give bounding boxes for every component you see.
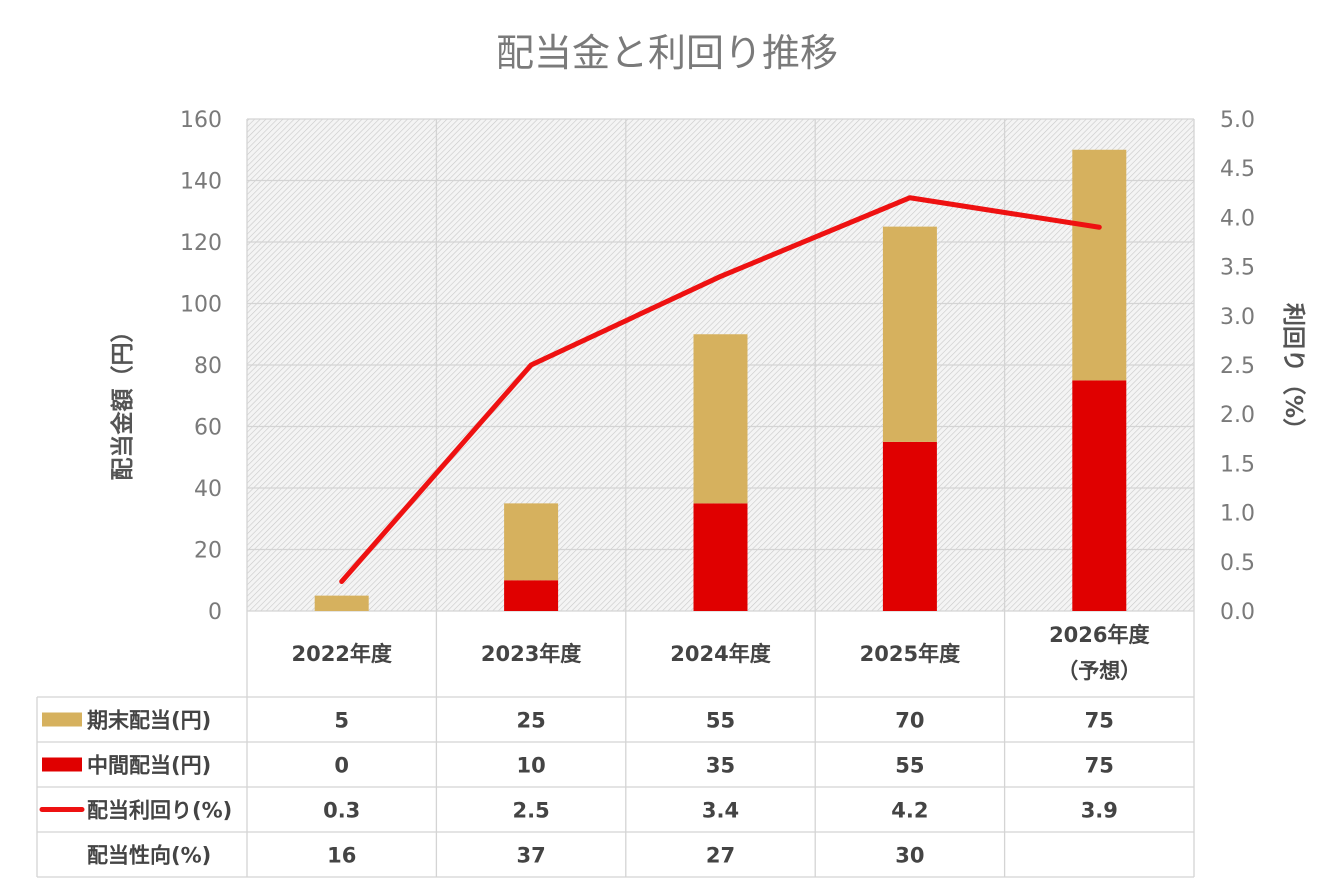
y-left-tick-label: 60 — [194, 416, 222, 441]
table-cell: 25 — [516, 709, 545, 733]
bar-chukan — [504, 580, 559, 611]
bar-kimatsu — [1072, 149, 1127, 381]
table-row-label: 中間配当(円) — [87, 754, 211, 778]
table-cell: 30 — [895, 844, 924, 868]
table-cell: 0 — [334, 754, 349, 778]
y-right-tick-label: 1.0 — [1220, 502, 1255, 527]
y-left-tick-label: 160 — [180, 108, 222, 133]
category-note: （予想） — [1057, 659, 1141, 683]
bar-kimatsu — [504, 503, 559, 581]
table-cell: 75 — [1085, 709, 1114, 733]
table-cell: 27 — [706, 844, 735, 868]
y-right-tick-label: 0.0 — [1220, 600, 1255, 625]
bar-kimatsu — [314, 595, 369, 611]
y-left-tick-label: 0 — [208, 600, 222, 625]
table-cell: 75 — [1085, 754, 1114, 778]
y-left-tick-label: 140 — [180, 170, 222, 195]
category-label: 2026年度 — [1049, 623, 1149, 647]
table-cell: 55 — [706, 709, 735, 733]
line-yield — [339, 195, 1102, 584]
y-right-tick-label: 1.5 — [1220, 452, 1255, 477]
y-right-tick-label: 4.5 — [1220, 157, 1255, 182]
category-label: 2023年度 — [481, 642, 581, 666]
table-cell: 70 — [895, 709, 924, 733]
category-label: 2024年度 — [670, 642, 770, 666]
bar-chukan — [1072, 380, 1127, 611]
table-cell: 3.4 — [702, 799, 739, 823]
y-left-tick-label: 40 — [194, 477, 222, 502]
table-cell: 37 — [516, 844, 545, 868]
table-cell: 55 — [895, 754, 924, 778]
y-left-tick-label: 80 — [194, 354, 222, 379]
table-row-label: 配当利回り(%) — [87, 799, 232, 823]
bar-chukan — [693, 503, 748, 611]
y-right-tick-label: 3.5 — [1220, 256, 1255, 281]
y-left-axis-label: 配当金額（円） — [109, 320, 136, 481]
bar-chukan — [882, 441, 937, 611]
y-right-tick-label: 5.0 — [1220, 108, 1255, 133]
table-cell: 0.3 — [323, 799, 360, 823]
y-right-axis-label: 利回り（%） — [1280, 303, 1307, 441]
chart-title: 配当金と利回り推移 — [496, 31, 838, 75]
y-right-tick-label: 0.5 — [1220, 551, 1255, 576]
table-cell: 16 — [327, 844, 356, 868]
table-row-label: 期末配当(円) — [87, 709, 211, 733]
table-cell: 35 — [706, 754, 735, 778]
y-left-tick-label: 120 — [180, 231, 222, 256]
y-left-tick-label: 100 — [180, 293, 222, 318]
y-right-tick-label: 4.0 — [1220, 206, 1255, 231]
bar-kimatsu — [882, 226, 937, 442]
table-cell: 5 — [334, 709, 349, 733]
y-right-tick-label: 3.0 — [1220, 305, 1255, 330]
y-right-tick-label: 2.5 — [1220, 354, 1255, 379]
table-cell: 10 — [516, 754, 545, 778]
category-label: 2025年度 — [860, 642, 960, 666]
category-label: 2022年度 — [291, 642, 391, 666]
bar-kimatsu — [693, 334, 748, 504]
table-cell: 4.2 — [891, 799, 928, 823]
y-left-tick-label: 20 — [194, 539, 222, 564]
legend-key-kimatsu — [42, 712, 82, 727]
table-row-label: 配当性向(%) — [87, 844, 211, 868]
table-cell: 2.5 — [512, 799, 549, 823]
y-right-tick-label: 2.0 — [1220, 403, 1255, 428]
legend-key-chukan — [42, 757, 82, 772]
table-cell: 3.9 — [1081, 799, 1118, 823]
